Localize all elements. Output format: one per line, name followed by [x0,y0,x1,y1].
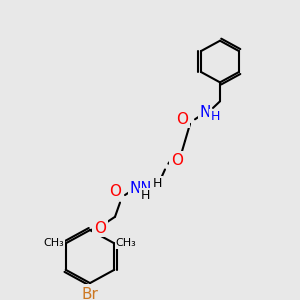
Text: O: O [171,152,183,167]
Text: N: N [199,105,211,120]
Text: Br: Br [82,287,98,300]
Text: O: O [176,112,188,127]
Text: H: H [140,190,150,202]
Text: O: O [94,221,106,236]
Text: N: N [139,181,151,196]
Text: H: H [210,110,220,123]
Text: O: O [109,184,121,199]
Text: CH₃: CH₃ [44,238,64,248]
Text: CH₃: CH₃ [116,238,136,248]
Text: H: H [152,177,162,190]
Text: N: N [129,181,141,196]
